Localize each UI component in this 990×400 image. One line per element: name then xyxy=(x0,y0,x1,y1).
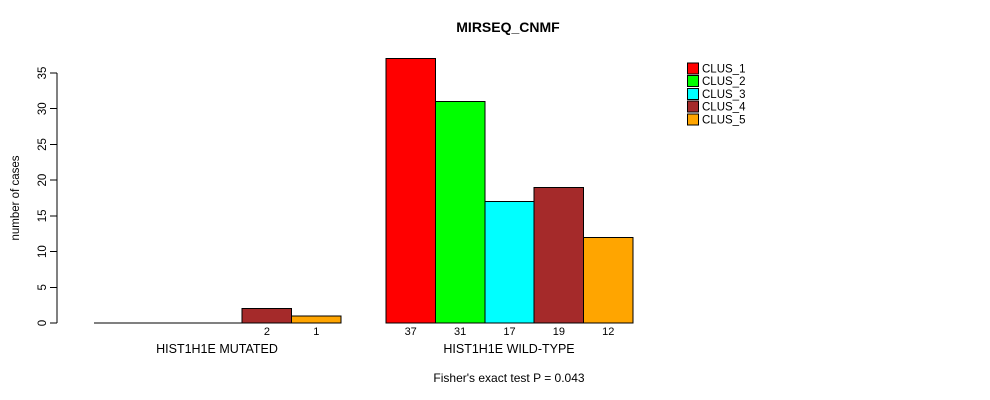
legend-swatch-clus_1 xyxy=(687,62,699,75)
legend-swatch-clus_5 xyxy=(687,113,699,126)
legend-label-clus_2: CLUS_2 xyxy=(702,76,745,88)
legend-label-clus_3: CLUS_3 xyxy=(702,89,745,101)
bar-clus_4-group1 xyxy=(241,308,293,324)
legend-swatch-clus_4 xyxy=(687,100,699,113)
legend-label-clus_1: CLUS_1 xyxy=(702,64,745,76)
y-axis-tick-label: 35 xyxy=(37,67,49,80)
y-axis-tick-label: 30 xyxy=(37,102,49,115)
y-axis-tick-label: 10 xyxy=(37,245,49,258)
legend-label-clus_5: CLUS_5 xyxy=(702,114,745,126)
legend-label-clus_4: CLUS_4 xyxy=(702,102,746,114)
y-axis-tick-label: 25 xyxy=(37,138,49,151)
bar-clus_3-group2 xyxy=(484,201,535,324)
bar-value-label: 37 xyxy=(405,326,417,338)
y-axis-title: number of cases xyxy=(10,155,22,240)
y-axis-tick-label: 5 xyxy=(37,284,49,290)
bar-clus_5-group2 xyxy=(583,236,634,324)
legend-swatch-clus_3 xyxy=(687,87,699,100)
bar-value-label: 12 xyxy=(602,326,614,338)
y-axis-tick-label: 0 xyxy=(37,320,49,326)
bar-value-label: 1 xyxy=(313,326,319,338)
legend-swatch-clus_2 xyxy=(687,75,699,88)
bar-value-label: 2 xyxy=(264,326,270,338)
bar-clus_2-group2 xyxy=(434,101,486,324)
y-axis-tick-label: 15 xyxy=(37,209,49,222)
bar-value-label: 17 xyxy=(503,326,515,338)
bar-clus_4-group2 xyxy=(533,186,585,324)
bar-clus_1-group2 xyxy=(385,58,436,324)
bar-value-label: 19 xyxy=(553,326,565,338)
group-label-mutated: HIST1H1E MUTATED xyxy=(156,342,278,356)
bar-value-label: 31 xyxy=(454,326,466,338)
bar-clus_5-group1 xyxy=(291,315,342,324)
group-label-wildtype: HIST1H1E WILD-TYPE xyxy=(443,342,574,356)
fisher-annotation: Fisher's exact test P = 0.043 xyxy=(433,371,584,385)
y-axis-tick-label: 20 xyxy=(37,174,49,187)
chart-title: MIRSEQ_CNMF xyxy=(456,19,560,35)
